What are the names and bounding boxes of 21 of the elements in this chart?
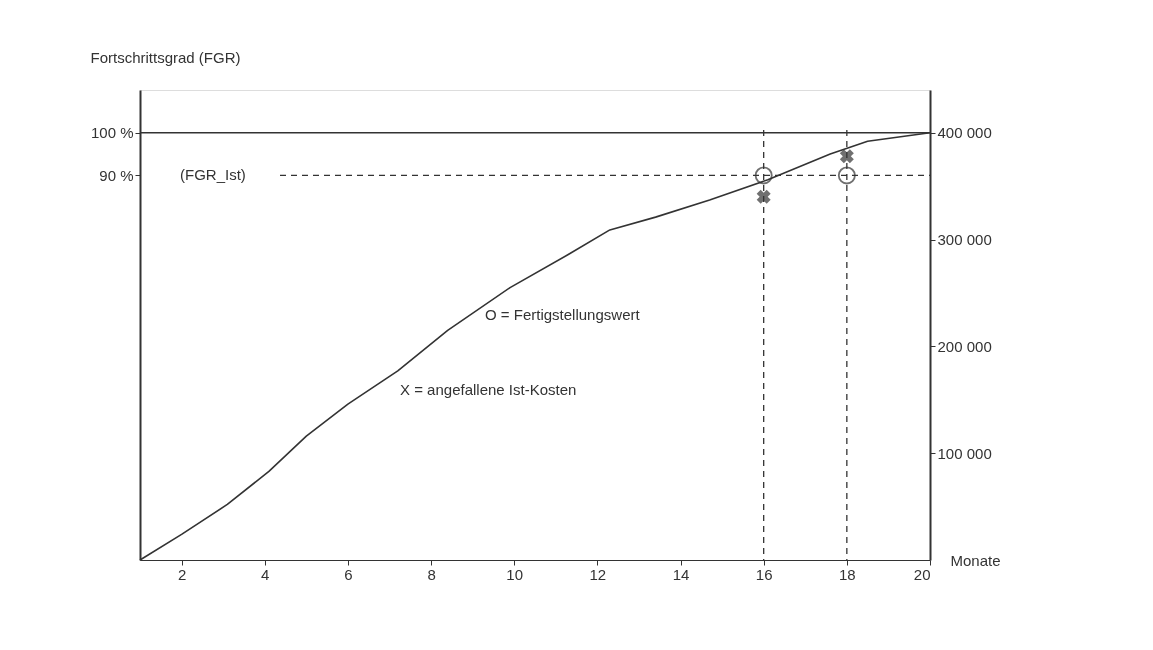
- x-tick-label: 2: [177, 565, 187, 583]
- x-tick-label: 14: [672, 565, 690, 583]
- y2-tick-label: 100 000: [937, 444, 992, 462]
- annotation: X = angefallene Ist-Kosten: [400, 381, 577, 398]
- y2-tick-label: 200 000: [937, 337, 992, 355]
- ref-line-label: (FGR_Ist): [180, 166, 246, 184]
- annotation: O = Fertigstellungswert: [485, 306, 641, 323]
- x-tick-label: 16: [755, 565, 773, 583]
- x-axis-title: Monate: [950, 551, 1001, 569]
- x-tick-label: 8: [427, 565, 436, 583]
- x-tick-label: 6: [344, 565, 353, 583]
- y2-tick-label: 400 000: [937, 124, 992, 142]
- x-tick-label: 18: [839, 565, 856, 583]
- y-axis-title: Fortschrittsgrad (FGR): [90, 48, 241, 66]
- x-tick-label: 20: [913, 565, 931, 583]
- x-tick-label: 12: [589, 565, 607, 583]
- y-tick-label: 90 %: [99, 166, 134, 184]
- x-tick-label: 4: [261, 565, 270, 583]
- x-tick-label: 10: [506, 565, 524, 583]
- y-tick-label: 100 %: [90, 124, 134, 142]
- y2-tick-label: 300 000: [937, 231, 992, 249]
